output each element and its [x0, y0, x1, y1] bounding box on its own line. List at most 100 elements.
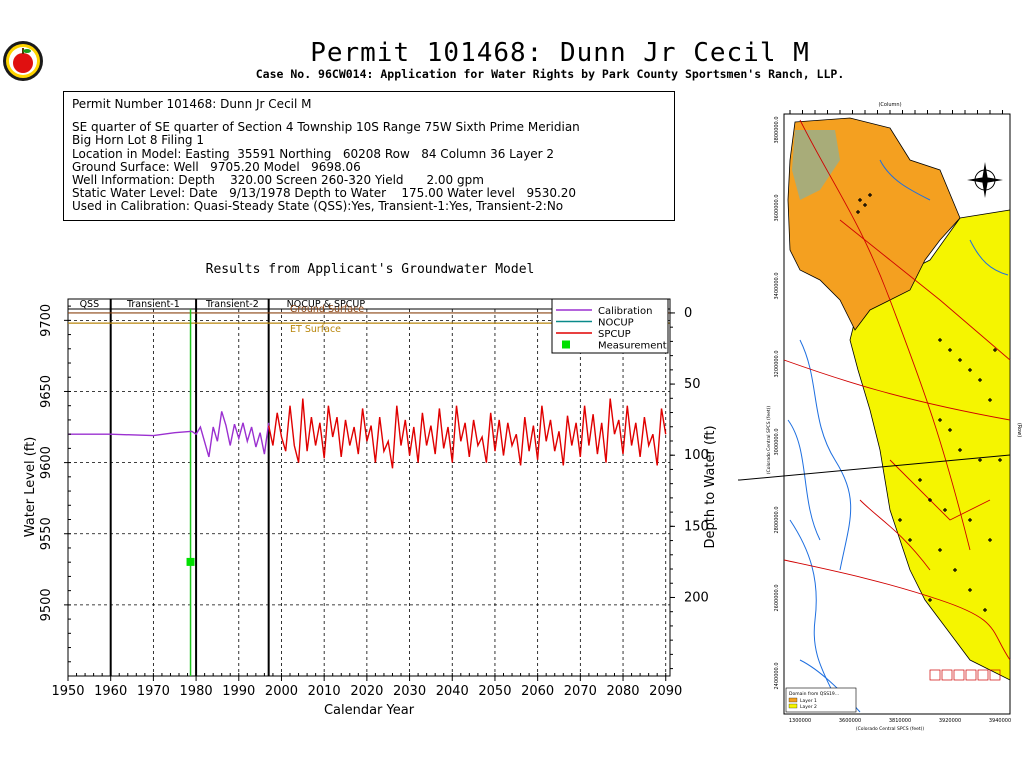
compass-rose-icon [967, 162, 1003, 198]
well-marker [993, 348, 997, 352]
parcel-box [953, 669, 965, 681]
map-layer: (Column) 3800000.0 3600000.0 3400000.0 32000… [740, 102, 1022, 732]
well-marker [928, 498, 932, 502]
x-axis-label: Calendar Year [324, 703, 415, 718]
plot-frame [67, 298, 671, 677]
well-marker [938, 418, 942, 422]
map-right-axis-label: (Row) [1016, 423, 1022, 437]
map-legend-label: Layer 1 [800, 698, 817, 704]
stream-line [789, 519, 841, 711]
well-marker [968, 518, 972, 522]
groundwater-chart: Results from Applicant's Groundwater Mod… [23, 262, 740, 718]
well-marker [928, 598, 932, 602]
road-line [783, 559, 1011, 661]
well-marker [978, 378, 982, 382]
road-line [889, 459, 991, 521]
x-tick-label: 2040 [436, 684, 469, 699]
legend-box [551, 298, 669, 354]
series-line-spcup [268, 398, 667, 469]
well-marker [968, 368, 972, 372]
parcel-box [977, 669, 989, 681]
well-marker [938, 338, 942, 342]
y-tick-label: 9700 [39, 304, 54, 337]
info-line: Location in Model: Easting 35591 Northin… [72, 146, 555, 161]
x-tick-label: 2020 [350, 684, 383, 699]
y2-axis-label: Depth to Water (ft) [703, 425, 718, 548]
stream-line [969, 239, 1009, 276]
road-line [839, 219, 1011, 361]
road-line [799, 119, 971, 551]
well-marker [978, 458, 982, 462]
map-left-tick-label: 3800000.0 [774, 116, 780, 143]
map-left-tick-label: 2800000.0 [774, 506, 780, 533]
permit-info-box: Permit Number 101468: Dunn Jr Cecil M SE… [63, 91, 675, 221]
info-line: Big Horn Lot 8 Filing 1 [72, 133, 204, 148]
well-marker [863, 203, 867, 207]
legend-label: NOCUP [598, 318, 634, 329]
y2-tick-label: 100 [684, 448, 709, 463]
x-tick-label: 1980 [180, 684, 213, 699]
page-title: Permit 101468: Dunn Jr Cecil M [310, 38, 810, 68]
legend-label: Calibration [598, 306, 652, 317]
well-marker [948, 428, 952, 432]
info-line: Well Information: Depth 320.00 Screen 26… [72, 173, 484, 188]
y-tick-label: 9650 [39, 375, 54, 408]
x-tick-label: 2000 [265, 684, 298, 699]
series-line-calibration [68, 411, 270, 458]
legend-label: SPCUP [598, 329, 631, 340]
map-legend-box [785, 687, 857, 713]
well-marker [998, 458, 1002, 462]
x-tick-label: 1970 [137, 684, 170, 699]
period-label: NOCUP & SPCUP [287, 299, 366, 310]
y-axis-label: Water Level (ft) [23, 437, 38, 538]
chart-plot-area: QSS Transient-1 Transient-2 NOCUP & SPCUPGr… [23, 298, 740, 718]
layer2-region [849, 209, 1011, 681]
reference-label: ET Surface [290, 324, 341, 335]
x-tick-label: 2070 [564, 684, 597, 699]
well-marker [958, 358, 962, 362]
page-subtitle: Case No. 96CW014: Application for Water … [255, 67, 845, 81]
map-left-tick-label: 2400000.0 [774, 662, 780, 689]
y2-tick-label: 50 [684, 377, 701, 392]
well-marker [968, 588, 972, 592]
y2-tick-label: 150 [684, 519, 709, 534]
y-tick-label: 9500 [39, 588, 54, 621]
well-marker [953, 568, 957, 572]
chart-title: Results from Applicant's Groundwater Mod… [206, 262, 535, 277]
map-left-tick-label: 3000000.0 [774, 428, 780, 455]
well-marker [868, 193, 872, 197]
cross-section-line [740, 454, 1011, 481]
well-marker [856, 210, 860, 214]
hatched-region [792, 130, 840, 200]
map-bottom-tick-label: 3940000 [989, 718, 1011, 724]
parcel-box [929, 669, 941, 681]
well-marker [898, 518, 902, 522]
road-line [783, 359, 1011, 421]
info-line: SE quarter of SE quarter of Section 4 To… [72, 120, 580, 135]
map-legend-label: Layer 2 [800, 704, 817, 710]
x-tick-label: 2010 [308, 684, 341, 699]
parcel-box [941, 669, 953, 681]
period-label: Transient-1 [126, 299, 180, 310]
measurement-point [186, 557, 195, 566]
map-left-tick-label: 3400000.0 [774, 272, 780, 299]
y2-tick-label: 0 [684, 306, 692, 321]
x-tick-label: 2090 [649, 684, 682, 699]
map-bottom-tick-label: 3810000 [889, 718, 911, 724]
well-marker [938, 548, 942, 552]
legend-marker [562, 340, 570, 349]
stream-line [879, 159, 931, 201]
road-line [859, 499, 931, 571]
x-tick-label: 2030 [393, 684, 426, 699]
well-marker [988, 538, 992, 542]
period-label: Transient-2 [205, 299, 259, 310]
well-marker [908, 538, 912, 542]
well-marker [958, 448, 962, 452]
stream-line [787, 419, 821, 541]
info-line: Ground Surface: Well 9705.20 Model 9698.… [72, 159, 361, 174]
info-line: Static Water Level: Date 9/13/1978 Depth… [72, 186, 577, 201]
legend-label: Measurement [598, 341, 667, 352]
y2-tick-label: 200 [684, 590, 709, 605]
map-top-axis-label: (Column) [878, 102, 901, 108]
map-left-tick-label: 3200000.0 [774, 350, 780, 377]
